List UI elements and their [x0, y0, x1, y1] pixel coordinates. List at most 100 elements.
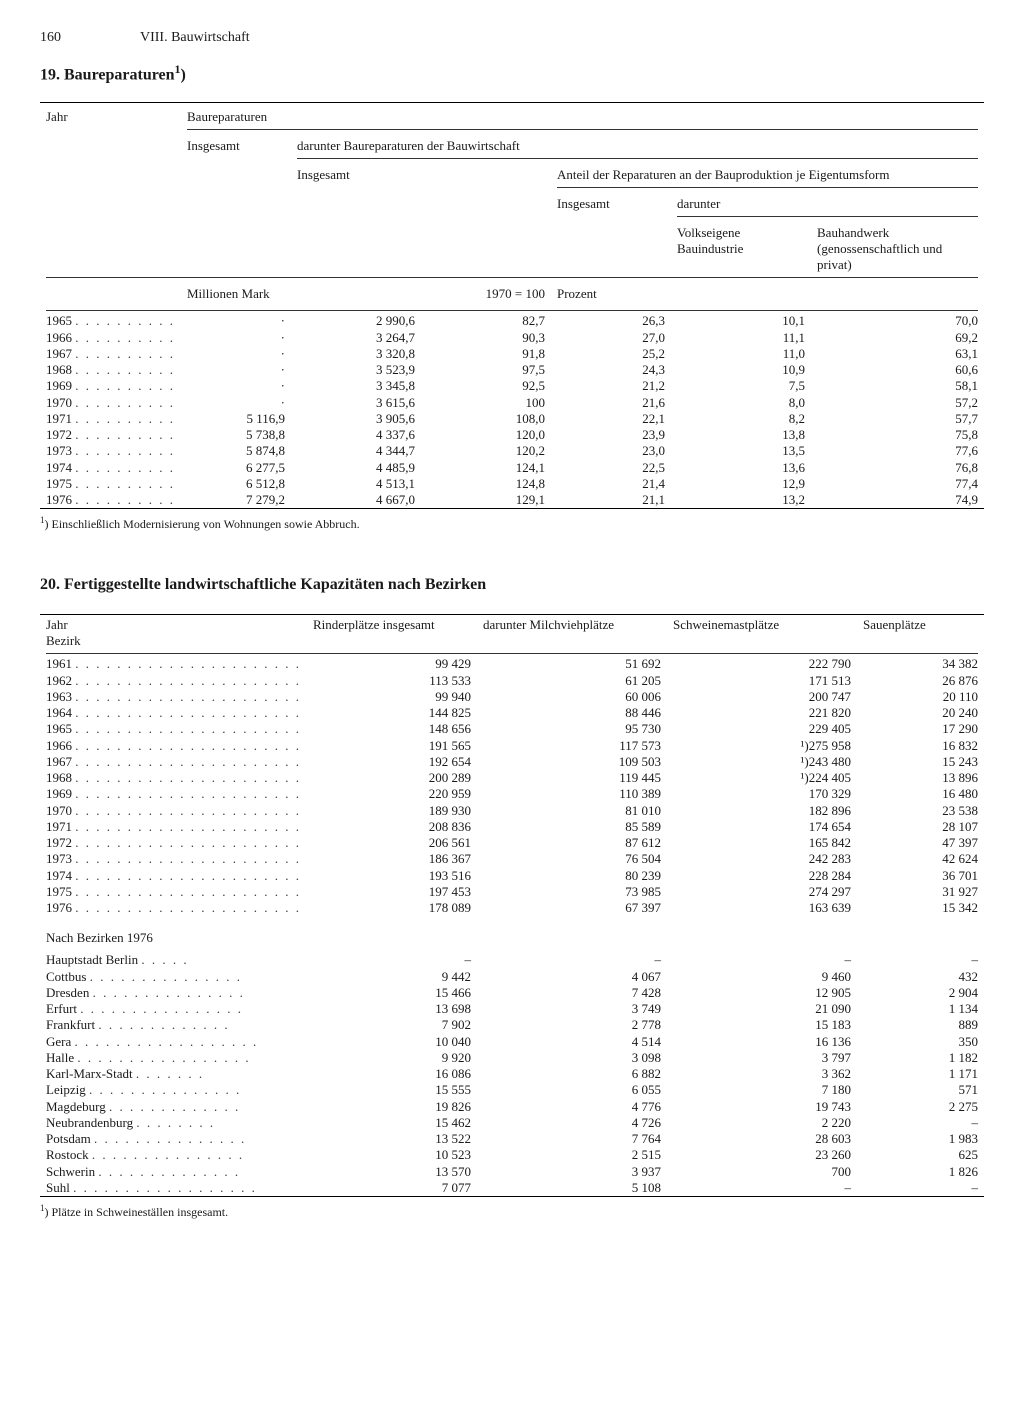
dot-leader: . . . . . . . . . . . . . . . . . . . . … [75, 868, 301, 883]
dot-leader: . . . . . . . . . . [75, 476, 175, 491]
t19-col2: 4 667,0 [291, 492, 421, 508]
t19-col3: 129,1 [421, 492, 551, 508]
dot-leader: . . . . . . . . . . . . . . . . . . . . … [75, 900, 301, 915]
t20-rinder: 16 086 [307, 1066, 477, 1082]
table-row: Neubrandenburg . . . . . . . . 15 4624 7… [40, 1115, 984, 1131]
t20-year: 1971 . . . . . . . . . . . . . . . . . .… [40, 819, 307, 835]
t19-footnote-text: ) Einschließlich Modernisierung von Wohn… [45, 517, 360, 531]
dot-leader: . . . . . . . . . . . . . . . . . . . . … [75, 754, 301, 769]
t20-rinder: 113 533 [307, 673, 477, 689]
t19-col5: 13,2 [671, 492, 811, 508]
t20-milch: 7 428 [477, 985, 667, 1001]
table-row: 1969 . . . . . . . . . . . . . . . . . .… [40, 786, 984, 802]
t20-bezirk: Halle . . . . . . . . . . . . . . . . . [40, 1050, 307, 1066]
section-20-title: 20. Fertiggestellte landwirtschaftliche … [40, 576, 984, 594]
t20-schwein: 15 183 [667, 1017, 857, 1033]
table-row: Hauptstadt Berlin . . . . . –––– [40, 952, 984, 968]
t19-year: 1973 . . . . . . . . . . [40, 443, 181, 459]
dot-leader: . . . . . . . . . . . . . . . . . . . . … [75, 835, 301, 850]
dot-leader: . . . . . . . . . . . . . . . . . . . . … [75, 884, 301, 899]
dot-leader: . . . . . . . [136, 1066, 204, 1081]
t20-rinder: 99 429 [307, 656, 477, 672]
table-row: Leipzig . . . . . . . . . . . . . . . 15… [40, 1082, 984, 1098]
t19-col3: 108,0 [421, 411, 551, 427]
t20-h-sauen: Sauenplätze [857, 615, 984, 651]
t20-year: 1963 . . . . . . . . . . . . . . . . . .… [40, 689, 307, 705]
t20-milch: 6 882 [477, 1066, 667, 1082]
table-row: Schwerin . . . . . . . . . . . . . . 13 … [40, 1164, 984, 1180]
t19-year: 1965 . . . . . . . . . . [40, 313, 181, 329]
table-row: 1974 . . . . . . . . . . . . . . . . . .… [40, 868, 984, 884]
dot-leader: . . . . . . . . . . . . . . . . . . . . … [75, 656, 301, 671]
t20-rinder: 15 555 [307, 1082, 477, 1098]
table-row: Potsdam . . . . . . . . . . . . . . . 13… [40, 1131, 984, 1147]
t20-sauen: 1 171 [857, 1066, 984, 1082]
t19-col1: 6 277,5 [181, 460, 291, 476]
t19-col3: 97,5 [421, 362, 551, 378]
table-row: Frankfurt . . . . . . . . . . . . . 7 90… [40, 1017, 984, 1033]
t20-year: 1964 . . . . . . . . . . . . . . . . . .… [40, 705, 307, 721]
table-20: Jahr Bezirk Rinderplätze insgesamt darun… [40, 615, 984, 1196]
t20-sauen: 15 342 [857, 900, 984, 916]
t19-h-insg-r: Insgesamt [551, 190, 671, 214]
t19-year: 1970 . . . . . . . . . . [40, 395, 181, 411]
table-row: 1975 . . . . . . . . . . . . . . . . . .… [40, 884, 984, 900]
t20-h-rinder: Rinderplätze insgesamt [307, 615, 477, 651]
t20-milch: 6 055 [477, 1082, 667, 1098]
t19-col2: 3 345,8 [291, 378, 421, 394]
t20-bezirk: Rostock . . . . . . . . . . . . . . . [40, 1147, 307, 1163]
dot-leader: . . . . . . . . . . . . . . . . . . . . … [75, 705, 301, 720]
t20-schwein: 182 896 [667, 803, 857, 819]
t20-footnote-text: ) Plätze in Schweineställen insgesamt. [45, 1205, 229, 1219]
t20-schwein: ¹)275 958 [667, 738, 857, 754]
t20-sauen: 350 [857, 1034, 984, 1050]
dot-leader: . . . . . . . . . . . . . . . . [80, 1001, 243, 1016]
t19-year: 1966 . . . . . . . . . . [40, 330, 181, 346]
t19-col6: 76,8 [811, 460, 984, 476]
t20-schwein: 165 842 [667, 835, 857, 851]
t19-h-darunter-r: darunter [671, 190, 984, 214]
t20-schwein: 170 329 [667, 786, 857, 802]
t20-bezirk: Dresden . . . . . . . . . . . . . . . [40, 985, 307, 1001]
t19-col2: 3 320,8 [291, 346, 421, 362]
t20-milch: 109 503 [477, 754, 667, 770]
t20-milch: 117 573 [477, 738, 667, 754]
t20-sauen: – [857, 1115, 984, 1131]
t19-col1: 5 874,8 [181, 443, 291, 459]
t19-col5: 10,9 [671, 362, 811, 378]
t20-milch: 4 514 [477, 1034, 667, 1050]
dot-leader: . . . . . . . . . . . . . . . . . . . . … [75, 770, 301, 785]
t20-year: 1967 . . . . . . . . . . . . . . . . . .… [40, 754, 307, 770]
t19-col6: 63,1 [811, 346, 984, 362]
t20-schwein: 221 820 [667, 705, 857, 721]
t20-rinder: 208 836 [307, 819, 477, 835]
t19-h-insg-l: Insgesamt [181, 132, 291, 156]
t20-bezirk: Potsdam . . . . . . . . . . . . . . . [40, 1131, 307, 1147]
t19-col5: 13,6 [671, 460, 811, 476]
t19-col4: 21,2 [551, 378, 671, 394]
dot-leader: . . . . . . . . . . . . . . [98, 1164, 240, 1179]
t19-col6: 57,2 [811, 395, 984, 411]
t20-schwein: 19 743 [667, 1099, 857, 1115]
t20-sauen: 47 397 [857, 835, 984, 851]
t20-rinder: 13 522 [307, 1131, 477, 1147]
dot-leader: . . . . . . . . . . . . . . . . . . . . … [75, 786, 301, 801]
dot-leader: . . . . . . . . . . [75, 378, 175, 393]
t19-col4: 21,1 [551, 492, 671, 508]
table-row: 1971 . . . . . . . . . . . . . . . . . .… [40, 819, 984, 835]
dot-leader: . . . . . . . . . . [75, 411, 175, 426]
t19-col4: 21,6 [551, 395, 671, 411]
table-row: 1976 . . . . . . . . . .7 279,24 667,012… [40, 492, 984, 508]
t20-bezirk: Magdeburg . . . . . . . . . . . . . [40, 1099, 307, 1115]
table-row: 1966 . . . . . . . . . . . . . . . . . .… [40, 738, 984, 754]
t19-year: 1972 . . . . . . . . . . [40, 427, 181, 443]
t19-col4: 24,3 [551, 362, 671, 378]
t20-schwein: 163 639 [667, 900, 857, 916]
t20-rinder: 178 089 [307, 900, 477, 916]
t20-sauen: – [857, 952, 984, 968]
t20-rinder: 206 561 [307, 835, 477, 851]
t20-bezirk: Neubrandenburg . . . . . . . . [40, 1115, 307, 1131]
t19-h-anteil: Anteil der Reparaturen an der Bauprodukt… [551, 161, 984, 185]
t20-bezirk: Leipzig . . . . . . . . . . . . . . . [40, 1082, 307, 1098]
t20-schwein: 200 747 [667, 689, 857, 705]
